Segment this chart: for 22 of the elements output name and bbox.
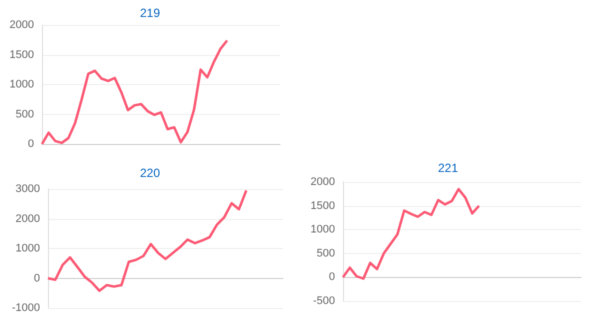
y-tick-label: 1500	[310, 200, 335, 212]
line-series	[40, 39, 228, 146]
line-series	[46, 189, 248, 292]
y-tick-label: 1000	[10, 78, 34, 90]
y-tick-label: 2000	[16, 212, 40, 225]
y-tick-label: -1000	[12, 302, 40, 314]
chart-title: 219	[140, 6, 160, 20]
y-tick-label: 500	[316, 247, 335, 260]
y-tick-label: 0	[28, 138, 34, 150]
chart-title: 221	[438, 161, 458, 175]
line-series	[342, 188, 480, 280]
y-tick-label: 500	[16, 108, 34, 120]
y-tick-label: 3000	[16, 183, 40, 195]
chart-title: 220	[140, 166, 160, 180]
y-tick-label: 2000	[310, 176, 335, 188]
y-tick-label: 1000	[310, 224, 335, 236]
y-tick-label: 2000	[10, 19, 34, 31]
y-tick-label: -500	[312, 295, 335, 307]
y-tick-label: 1000	[16, 242, 40, 254]
y-tick-label: 0	[328, 271, 335, 284]
y-tick-label: 1500	[10, 48, 34, 61]
y-tick-label: 0	[34, 272, 40, 284]
